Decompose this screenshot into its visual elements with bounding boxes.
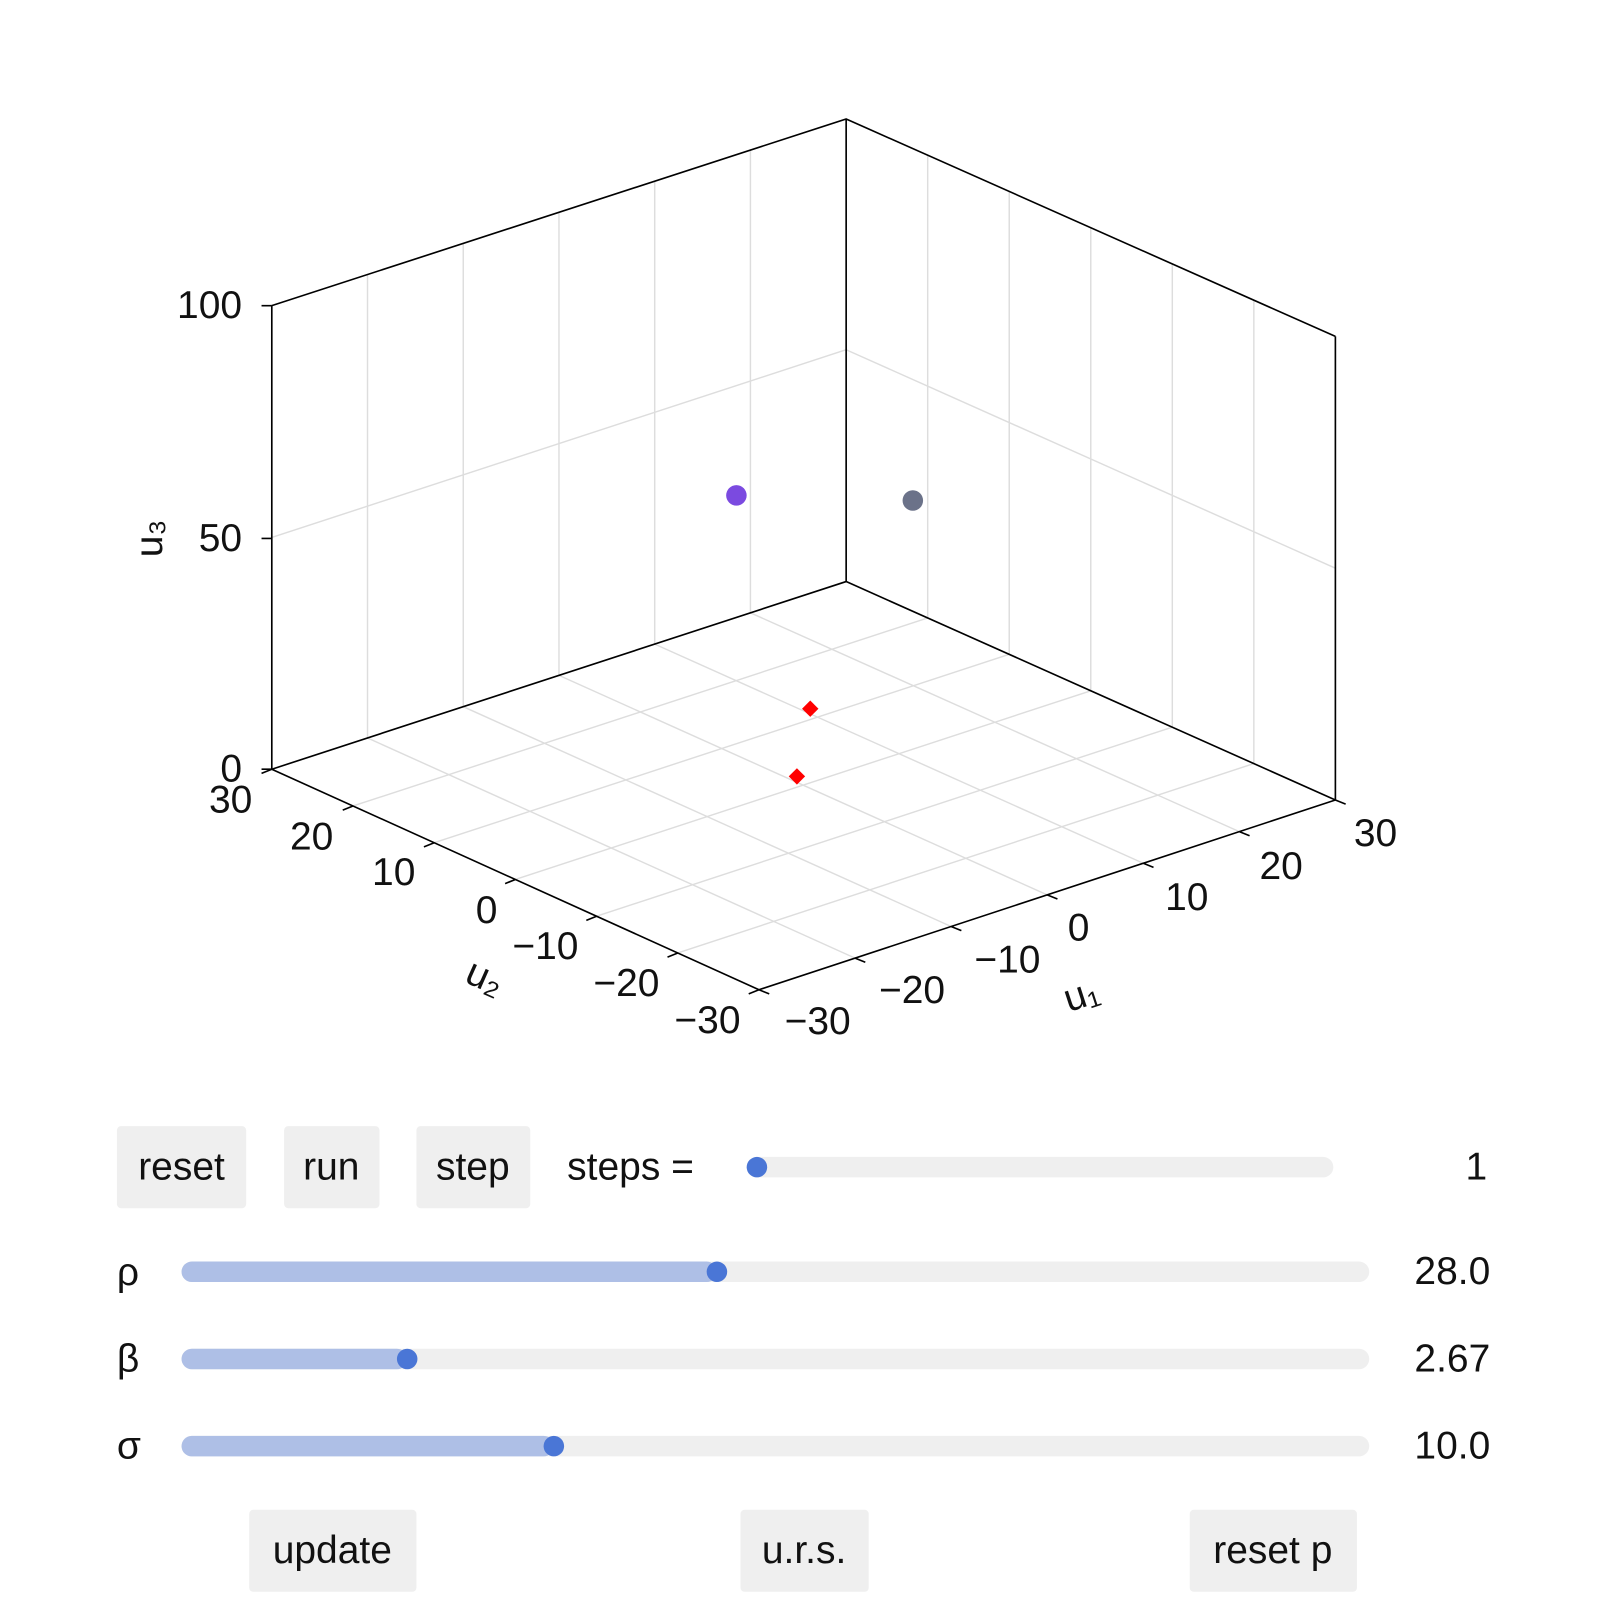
x-tick (1142, 862, 1154, 869)
slider-fill (181, 1348, 408, 1370)
x-tick (1046, 894, 1058, 900)
y-tick-label: 0 (476, 889, 498, 932)
button-label[interactable]: run (303, 1146, 359, 1189)
button[interactable] (284, 1126, 380, 1209)
y-tick (342, 805, 354, 811)
x-axis-label: u₁ (1058, 969, 1104, 1021)
slider-label: ρ (117, 1251, 139, 1294)
button-label[interactable]: reset p (1213, 1529, 1332, 1572)
x-tick (854, 957, 866, 963)
slider-knob[interactable] (706, 1261, 728, 1283)
x-tick-label: −20 (879, 969, 945, 1012)
slider-value: 10.0 (1414, 1425, 1490, 1468)
button-label[interactable]: reset (138, 1146, 225, 1189)
grid-line (654, 643, 1144, 864)
x-tick-label: 0 (1068, 907, 1090, 950)
z-tick-label: 50 (199, 517, 242, 560)
y-tick-label: −10 (512, 925, 578, 968)
button[interactable] (116, 1126, 247, 1209)
slider-label: σ (117, 1425, 141, 1468)
slider-label: β (117, 1337, 139, 1380)
z-tick-label: 0 (220, 748, 242, 791)
x-tick (1335, 799, 1346, 805)
y-tick (504, 878, 516, 885)
button[interactable] (740, 1509, 869, 1592)
grid-line (845, 349, 1336, 569)
x-tick-label: −30 (785, 1000, 851, 1043)
steps-slider-track[interactable] (746, 1156, 1334, 1178)
x-tick (758, 988, 770, 995)
slider-value: 28.0 (1414, 1250, 1490, 1293)
grid-line (433, 653, 1010, 844)
box-vertical-edge (270, 118, 1337, 800)
point (902, 490, 924, 511)
z-tick (261, 304, 272, 771)
grid-line (515, 690, 1091, 881)
steps-label: steps = (567, 1146, 694, 1189)
slider-knob[interactable] (396, 1348, 418, 1370)
tick-marks (261, 768, 1346, 995)
steps-slider-knob[interactable] (746, 1156, 768, 1178)
slider-track[interactable] (181, 1348, 1370, 1370)
y-tick-label: −20 (593, 962, 659, 1005)
button-label[interactable]: u.r.s. (762, 1529, 846, 1572)
slider-fill (181, 1261, 717, 1283)
x-tick (950, 925, 962, 932)
button[interactable] (249, 1509, 417, 1592)
slider-value: 2.67 (1414, 1337, 1490, 1380)
grid-line (750, 612, 1240, 833)
x-tick (1239, 830, 1250, 837)
y-tick-label: 30 (209, 778, 252, 821)
steps-value: 1 (1465, 1146, 1487, 1189)
x-tick-label: 30 (1354, 812, 1397, 855)
fixed-point (802, 700, 819, 717)
y-axis-label: u₂ (459, 950, 510, 1004)
button-label[interactable]: update (273, 1529, 392, 1572)
grid-line (352, 617, 928, 807)
button[interactable] (1189, 1509, 1357, 1592)
fixed-point (788, 768, 806, 785)
box-top-edge (271, 118, 1336, 338)
slider-fill (181, 1435, 554, 1457)
z-axis-label: u₃ (128, 520, 171, 558)
y-tick (261, 768, 273, 775)
y-tick-label: −30 (674, 999, 740, 1042)
button-label[interactable]: step (436, 1146, 510, 1189)
x-tick-label: −10 (974, 938, 1040, 981)
button[interactable] (416, 1126, 531, 1209)
z-tick-label: 100 (177, 284, 242, 327)
axis-box (261, 118, 1337, 991)
y-tick (667, 952, 679, 958)
point (726, 485, 747, 506)
y-tick (748, 988, 760, 995)
x-tick-label: 10 (1165, 876, 1208, 919)
y-tick-label: 10 (372, 851, 415, 894)
grid (271, 149, 1336, 959)
grid-line (271, 349, 847, 539)
y-tick (423, 841, 435, 848)
slider-knob[interactable] (543, 1435, 565, 1457)
x-tick-label: 20 (1259, 845, 1302, 888)
y-tick-label: 20 (290, 815, 333, 858)
y-tick (586, 915, 597, 922)
